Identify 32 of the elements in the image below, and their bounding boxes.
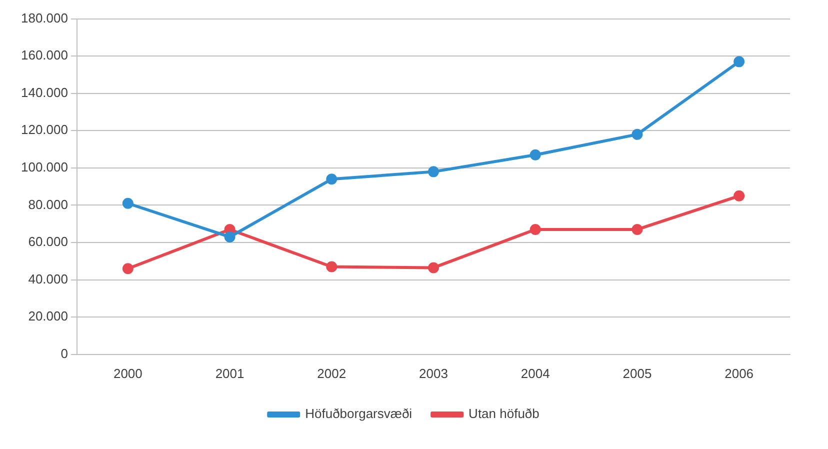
legend-label: Höfuðborgarsvæði (305, 406, 412, 422)
legend-label: Utan höfuðb (468, 406, 540, 422)
point (224, 231, 236, 242)
y-tick-label: 140.000 (20, 84, 68, 100)
y-tick-label: 120.000 (20, 122, 68, 138)
point (326, 174, 338, 185)
x-tick-label: 2003 (419, 366, 448, 381)
point (428, 262, 439, 274)
point (122, 198, 134, 209)
point (326, 261, 338, 272)
point (530, 224, 541, 235)
y-tick-label: 60.000 (28, 234, 68, 250)
x-tick-label: 2001 (215, 366, 244, 381)
x-tick-label: 2005 (622, 366, 652, 381)
x-tick-label: 2004 (520, 366, 550, 381)
x-tick-label: 2000 (113, 366, 142, 381)
y-tick-label: 80.000 (28, 196, 68, 212)
point (632, 224, 643, 235)
point (632, 128, 643, 140)
y-tick-label: 20.000 (28, 308, 68, 324)
y-tick-label: 160.000 (20, 48, 68, 63)
y-tick-label: 40.000 (28, 271, 68, 286)
point (734, 56, 745, 68)
x-tick-label: 2002 (317, 366, 346, 381)
point (428, 166, 439, 178)
y-tick-label: 180.000 (20, 10, 68, 26)
point (530, 149, 541, 160)
point (122, 263, 134, 274)
point (734, 190, 745, 202)
x-tick-label: 2006 (724, 366, 754, 381)
y-tick-label: 100.000 (20, 160, 68, 175)
y-tick-label: 0 (60, 346, 68, 361)
